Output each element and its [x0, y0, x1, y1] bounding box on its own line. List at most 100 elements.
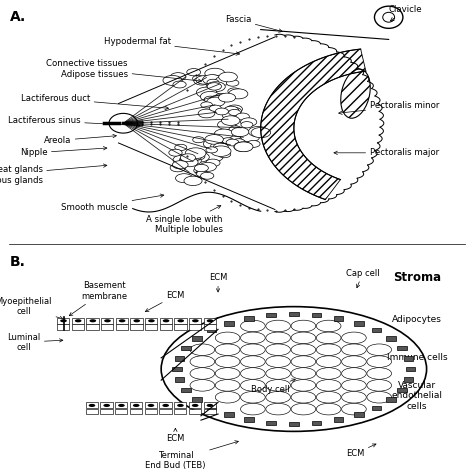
Circle shape	[210, 105, 221, 111]
Circle shape	[291, 332, 316, 344]
Circle shape	[291, 380, 316, 391]
FancyBboxPatch shape	[159, 409, 172, 414]
FancyBboxPatch shape	[100, 409, 112, 414]
FancyBboxPatch shape	[245, 418, 254, 422]
FancyBboxPatch shape	[372, 406, 381, 410]
FancyBboxPatch shape	[174, 377, 184, 382]
FancyBboxPatch shape	[406, 367, 415, 371]
Circle shape	[228, 89, 248, 99]
Circle shape	[194, 167, 207, 174]
Circle shape	[367, 356, 392, 367]
FancyBboxPatch shape	[145, 409, 157, 414]
Circle shape	[215, 93, 227, 100]
Circle shape	[316, 380, 341, 391]
Text: Pectoralis minor: Pectoralis minor	[339, 101, 439, 115]
FancyBboxPatch shape	[354, 321, 364, 326]
Text: Stroma: Stroma	[393, 271, 441, 284]
Circle shape	[207, 79, 219, 85]
Circle shape	[192, 319, 199, 322]
Circle shape	[228, 109, 240, 116]
Circle shape	[213, 143, 228, 151]
Circle shape	[211, 146, 231, 156]
Circle shape	[196, 87, 217, 98]
Circle shape	[103, 404, 110, 407]
FancyBboxPatch shape	[189, 402, 201, 409]
FancyBboxPatch shape	[145, 402, 157, 409]
Circle shape	[316, 403, 341, 415]
FancyBboxPatch shape	[312, 313, 321, 318]
FancyBboxPatch shape	[101, 324, 113, 329]
Circle shape	[225, 123, 237, 129]
Text: Lactiferous sinus: Lactiferous sinus	[8, 116, 140, 127]
Circle shape	[342, 356, 366, 367]
Circle shape	[211, 142, 226, 150]
FancyBboxPatch shape	[116, 324, 128, 329]
Circle shape	[201, 102, 212, 108]
Circle shape	[232, 139, 245, 146]
FancyBboxPatch shape	[130, 409, 142, 414]
FancyBboxPatch shape	[181, 346, 191, 350]
Circle shape	[367, 344, 392, 356]
Circle shape	[227, 134, 240, 141]
Circle shape	[170, 164, 185, 172]
Circle shape	[163, 319, 169, 322]
Circle shape	[161, 307, 427, 431]
Circle shape	[163, 75, 182, 85]
Circle shape	[222, 138, 234, 144]
Circle shape	[291, 403, 316, 415]
Circle shape	[215, 356, 240, 367]
Text: Immune cells: Immune cells	[387, 354, 447, 362]
Circle shape	[240, 403, 265, 415]
Circle shape	[240, 380, 265, 391]
Circle shape	[186, 157, 201, 165]
FancyBboxPatch shape	[289, 422, 299, 426]
Circle shape	[119, 319, 126, 322]
Circle shape	[203, 139, 222, 149]
Text: Vascular
endothelial
cells: Vascular endothelial cells	[392, 381, 443, 410]
Text: Areola sweat glands
And sebaceous glands: Areola sweat glands And sebaceous glands	[0, 164, 107, 185]
FancyBboxPatch shape	[404, 356, 413, 361]
Circle shape	[218, 120, 236, 129]
Circle shape	[196, 76, 212, 84]
FancyBboxPatch shape	[173, 367, 182, 371]
Circle shape	[208, 75, 221, 82]
Circle shape	[218, 151, 231, 158]
FancyBboxPatch shape	[372, 328, 381, 332]
Text: Clavicle: Clavicle	[389, 5, 422, 21]
Circle shape	[175, 173, 193, 182]
FancyBboxPatch shape	[130, 324, 143, 329]
Circle shape	[181, 158, 198, 167]
FancyBboxPatch shape	[86, 324, 99, 329]
Ellipse shape	[374, 6, 403, 28]
Circle shape	[90, 319, 96, 322]
FancyBboxPatch shape	[86, 318, 99, 324]
FancyBboxPatch shape	[174, 402, 186, 409]
FancyBboxPatch shape	[130, 402, 142, 409]
Circle shape	[215, 108, 228, 115]
FancyBboxPatch shape	[130, 318, 143, 324]
Circle shape	[185, 148, 206, 159]
Circle shape	[207, 97, 225, 107]
FancyBboxPatch shape	[145, 324, 157, 329]
Circle shape	[291, 344, 316, 356]
Circle shape	[342, 368, 366, 379]
FancyBboxPatch shape	[174, 409, 186, 414]
Circle shape	[227, 108, 242, 115]
FancyBboxPatch shape	[224, 321, 234, 326]
Circle shape	[215, 368, 240, 379]
Text: ECM: ECM	[346, 444, 376, 458]
Circle shape	[170, 73, 186, 81]
FancyBboxPatch shape	[57, 318, 69, 324]
Circle shape	[207, 82, 221, 90]
Circle shape	[205, 68, 225, 79]
Circle shape	[118, 404, 125, 407]
Circle shape	[173, 81, 186, 88]
FancyBboxPatch shape	[72, 324, 84, 329]
FancyBboxPatch shape	[192, 336, 201, 341]
Text: Nipple: Nipple	[20, 146, 107, 157]
Circle shape	[215, 332, 240, 344]
FancyBboxPatch shape	[266, 420, 276, 425]
Text: A single lobe with
Multiple lobules: A single lobe with Multiple lobules	[146, 206, 223, 234]
Circle shape	[240, 356, 265, 367]
Circle shape	[342, 332, 366, 344]
